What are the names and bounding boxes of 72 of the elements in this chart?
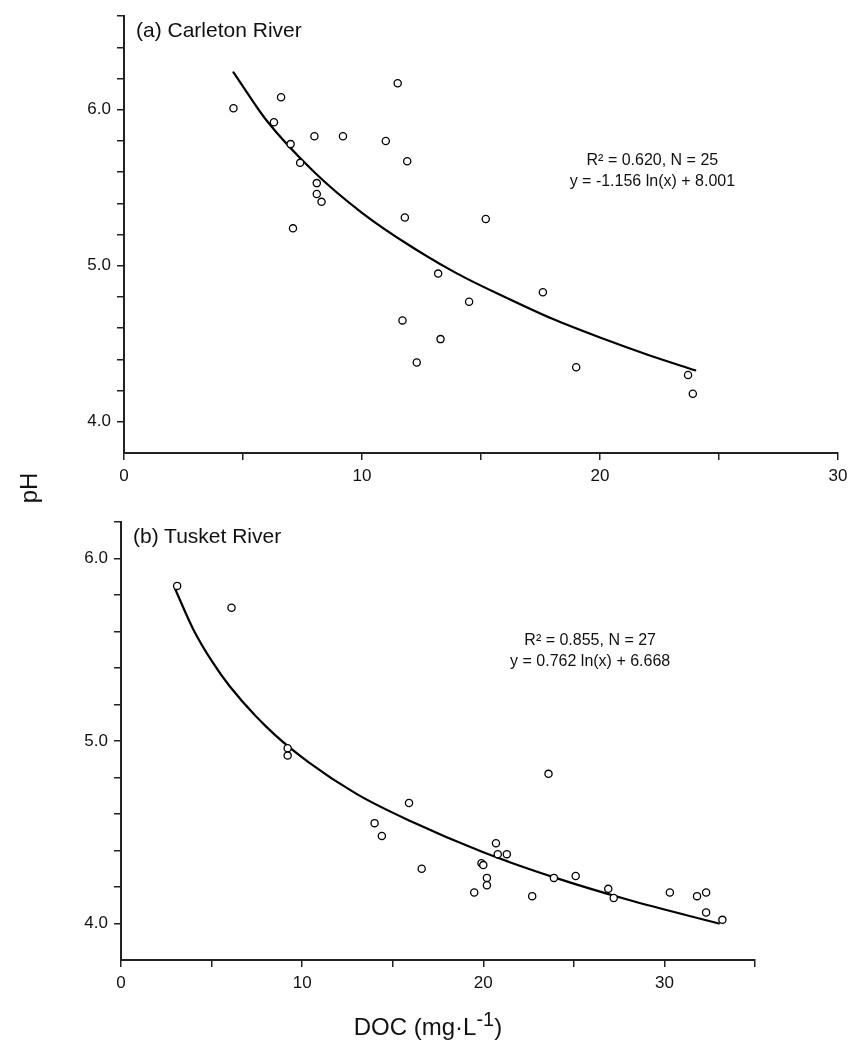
point — [482, 880, 492, 890]
x-tick-label: 0 — [119, 465, 129, 485]
point — [549, 873, 559, 883]
point — [571, 871, 580, 881]
chart-title: (a) Carleton River — [136, 18, 302, 41]
point — [404, 798, 414, 808]
point — [493, 849, 503, 859]
x-axis-title: DOC (mg·L$^{-1}$) — [352, 1008, 504, 1041]
point — [398, 316, 407, 325]
point — [312, 178, 322, 188]
point — [312, 189, 322, 199]
point — [482, 873, 492, 883]
point — [227, 603, 236, 613]
point — [417, 864, 426, 873]
point — [609, 893, 618, 903]
x-tick-label: 20 — [473, 972, 493, 992]
x-tick-label: 0 — [116, 972, 126, 992]
x-tick-label: 30 — [654, 972, 674, 992]
point — [436, 334, 445, 344]
y-tick-label: 4.0 — [87, 411, 111, 431]
point — [464, 297, 474, 306]
x-tick-label: 10 — [292, 972, 312, 992]
point — [288, 224, 298, 233]
x-tick-label: 30 — [828, 465, 848, 485]
point — [683, 370, 693, 380]
point — [283, 744, 292, 753]
point — [571, 362, 581, 372]
point — [692, 891, 702, 901]
point — [604, 884, 613, 894]
y-tick-label: 6.0 — [84, 548, 108, 568]
annotation: R² = 0.620, N = 25 — [586, 150, 719, 168]
point — [412, 358, 421, 367]
point — [665, 888, 675, 897]
chart-title: (b) Tusket River — [133, 523, 282, 547]
point — [433, 269, 443, 278]
point — [491, 838, 501, 848]
point — [269, 118, 279, 127]
point — [370, 818, 379, 828]
point — [402, 157, 412, 166]
point — [310, 132, 319, 141]
y-axis-title: pH — [15, 472, 44, 504]
y-tick-label: 6.0 — [87, 99, 111, 119]
point — [481, 214, 491, 224]
point — [688, 389, 698, 398]
annotation: y = -1.156 ln(x) + 8.001 — [569, 171, 736, 189]
point — [502, 849, 512, 859]
y-tick-label: 5.0 — [87, 255, 111, 275]
y-tick-label: 5.0 — [84, 730, 108, 750]
point — [538, 288, 548, 297]
annotation: R² = 0.855, N = 27 — [524, 630, 657, 648]
point — [317, 197, 326, 207]
point — [701, 908, 711, 917]
point — [381, 136, 391, 146]
point — [276, 93, 286, 102]
point — [400, 213, 410, 222]
point — [701, 888, 711, 897]
point — [283, 751, 292, 760]
point — [295, 158, 305, 168]
point — [469, 888, 479, 897]
point — [229, 103, 238, 113]
point — [527, 891, 537, 901]
y-tick-label: 4.0 — [84, 913, 108, 933]
point — [377, 831, 387, 841]
point — [338, 132, 348, 141]
point — [544, 769, 553, 779]
point — [718, 915, 727, 925]
annotation: y = 0.762 ln(x) + 6.668 — [510, 651, 671, 669]
point — [286, 139, 295, 149]
point — [172, 581, 182, 591]
point — [393, 79, 402, 88]
x-tick-label: 10 — [352, 465, 372, 485]
x-tick-label: 20 — [590, 465, 610, 485]
